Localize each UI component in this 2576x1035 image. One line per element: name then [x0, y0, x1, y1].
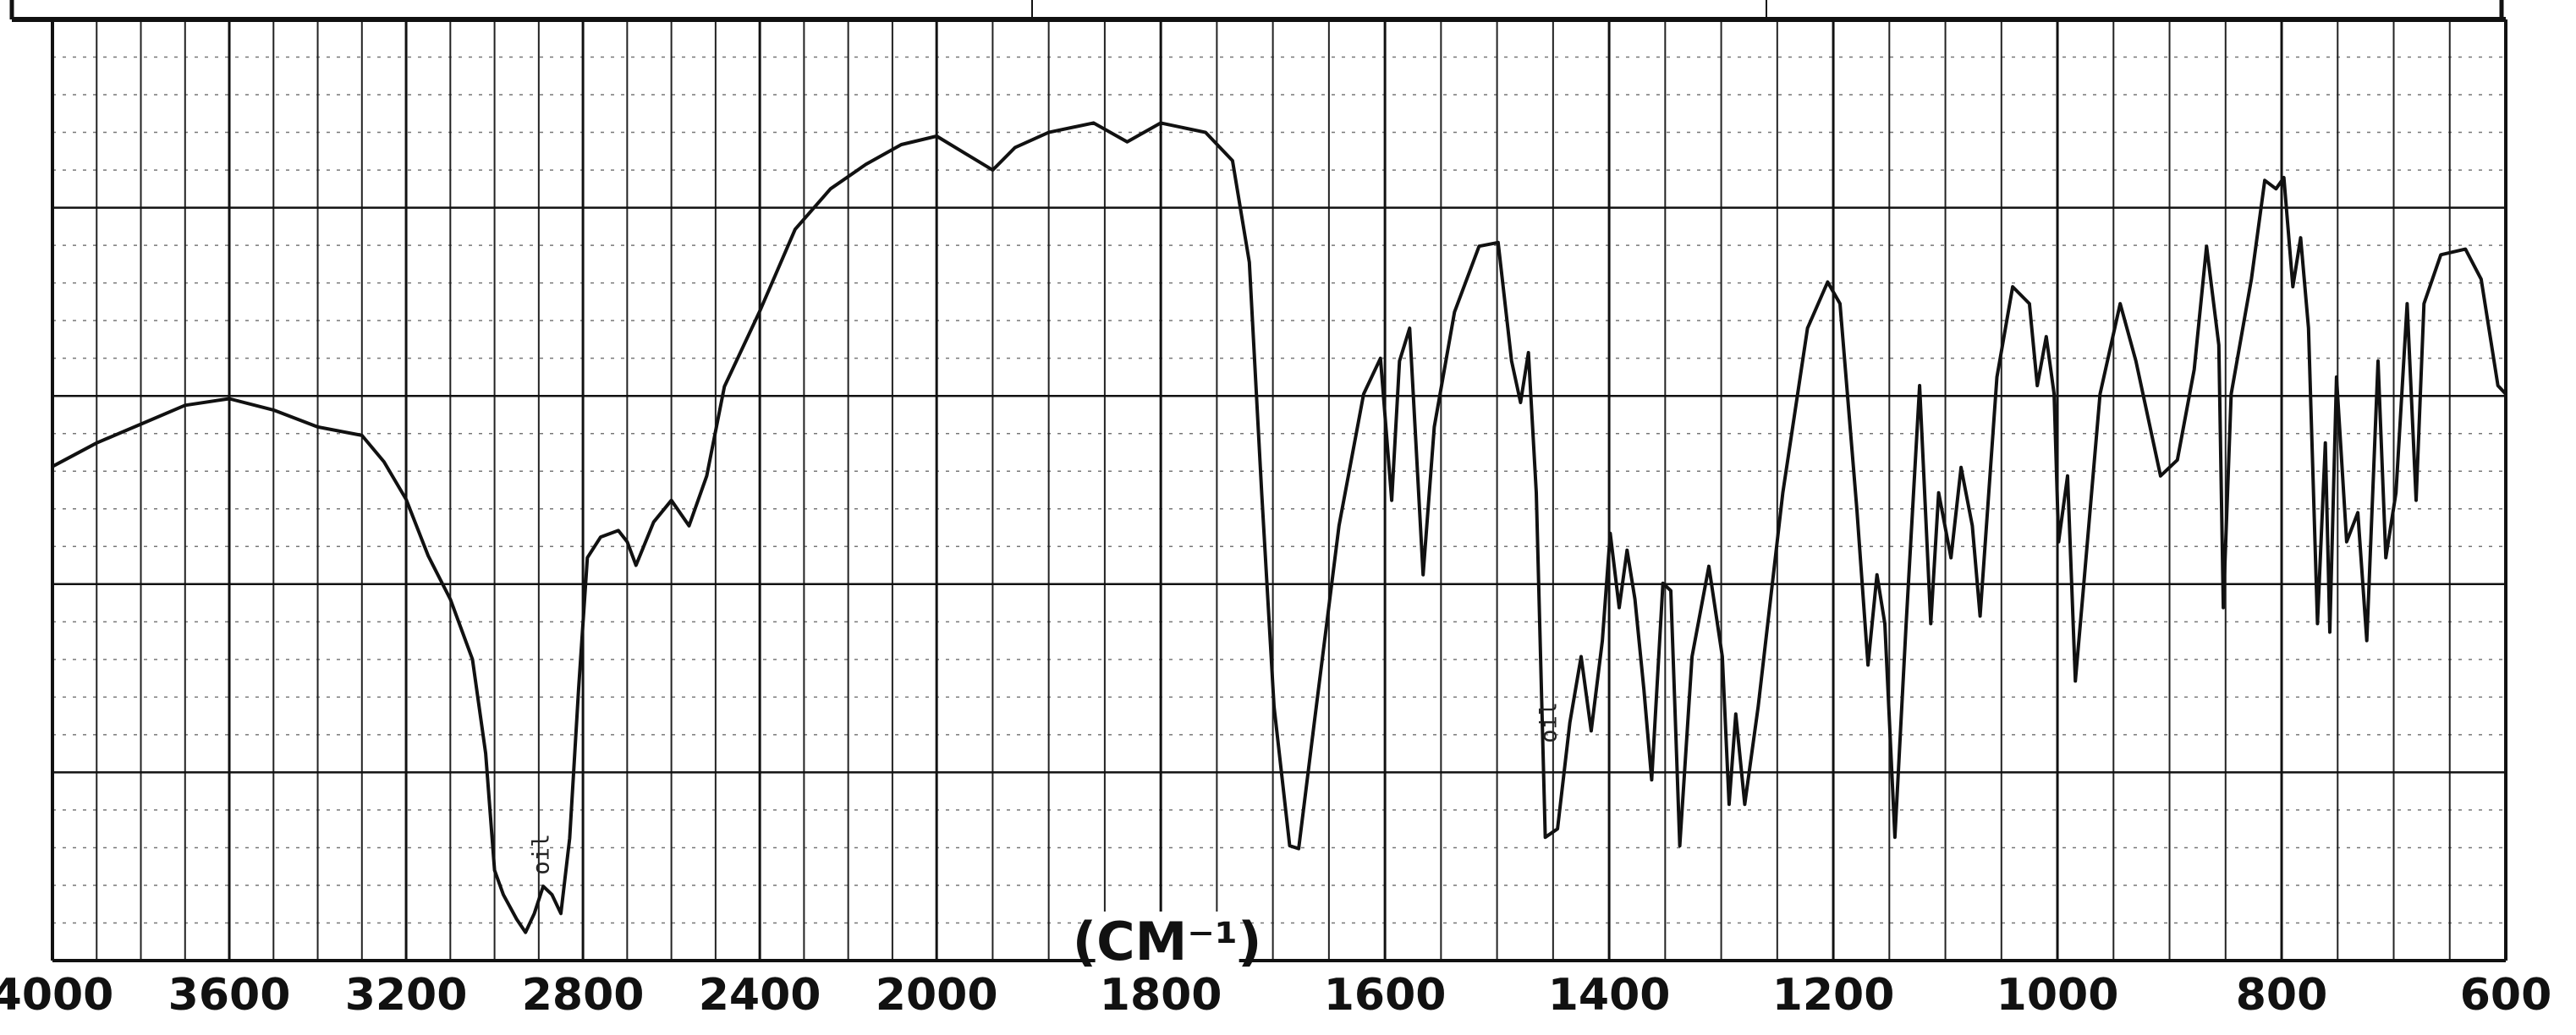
- x-tick-label: 1600: [1324, 970, 1447, 1021]
- plot: [52, 121, 2507, 934]
- annotation: oil: [1535, 702, 1562, 743]
- grid: [12, 17, 2507, 962]
- x-tick-label: 600: [2460, 970, 2552, 1021]
- x-tick-label: 1000: [1997, 970, 2119, 1021]
- x-tick-label: 2000: [876, 970, 998, 1021]
- header-strip: [9, 0, 2504, 19]
- spectrum-line: [52, 121, 2507, 934]
- x-tick-label: 2800: [522, 970, 645, 1021]
- x-tick-label: 2400: [699, 970, 821, 1021]
- x-tick-label: 1800: [1100, 970, 1222, 1021]
- annotation: oil: [529, 834, 555, 875]
- x-tick-label: 3200: [345, 970, 468, 1021]
- x-axis-label-background: [1095, 912, 1239, 962]
- labels: 4000 3600 3200 2800 2400 2000 1800 1600 1400 1200…: [0, 702, 2551, 1021]
- x-axis-label: (CM⁻¹): [1073, 911, 1262, 972]
- x-tick-label: 3600: [168, 970, 291, 1021]
- x-tick-label: 800: [2236, 970, 2328, 1021]
- x-tick-label: 4000: [0, 970, 113, 1021]
- x-tick-label: 1400: [1548, 970, 1671, 1021]
- x-tick-label: 1200: [1772, 970, 1895, 1021]
